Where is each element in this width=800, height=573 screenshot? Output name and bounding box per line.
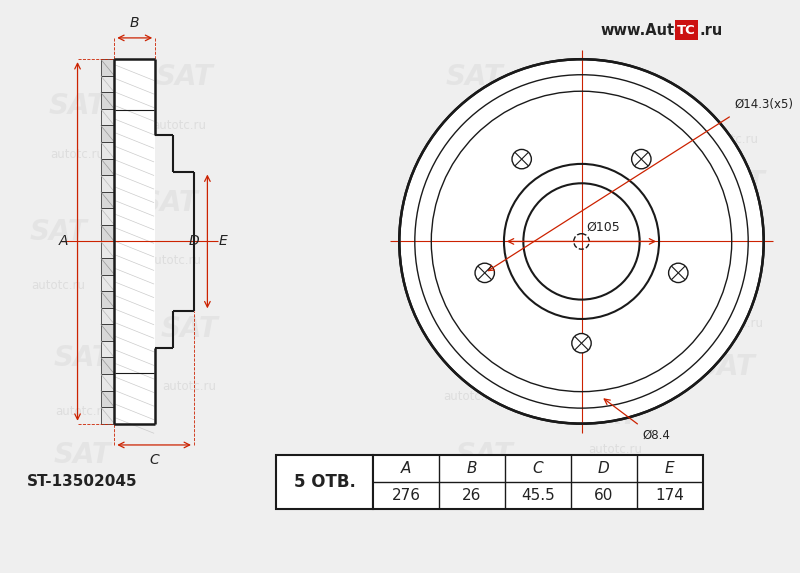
- Polygon shape: [101, 76, 114, 92]
- Text: autotc.ru: autotc.ru: [589, 444, 642, 456]
- Bar: [114, 59, 155, 423]
- Polygon shape: [101, 209, 114, 225]
- Polygon shape: [101, 374, 114, 391]
- Text: autotc.ru: autotc.ru: [147, 254, 202, 268]
- Text: autotc.ru: autotc.ru: [594, 162, 647, 175]
- Polygon shape: [101, 241, 114, 258]
- Text: SAT: SAT: [446, 62, 504, 91]
- Circle shape: [475, 263, 494, 282]
- Text: Ø8.4: Ø8.4: [642, 429, 670, 441]
- Text: E: E: [665, 461, 674, 476]
- Text: SAT: SAT: [698, 354, 756, 382]
- Text: autotc.ru: autotc.ru: [710, 317, 763, 330]
- Text: autotc.ru: autotc.ru: [622, 303, 676, 316]
- Polygon shape: [101, 192, 114, 209]
- Text: B: B: [466, 461, 478, 476]
- Text: autotc.ru: autotc.ru: [448, 128, 502, 142]
- Text: SAT: SAT: [54, 344, 111, 372]
- Polygon shape: [101, 225, 114, 241]
- Text: 26: 26: [462, 488, 482, 503]
- Polygon shape: [101, 175, 114, 192]
- Text: autotc.ru: autotc.ru: [705, 133, 758, 146]
- Polygon shape: [101, 358, 114, 374]
- Polygon shape: [101, 258, 114, 274]
- Text: C: C: [533, 461, 543, 476]
- Text: www.Auto: www.Auto: [601, 23, 685, 38]
- Polygon shape: [101, 59, 114, 76]
- Text: autotc.ru: autotc.ru: [31, 278, 85, 292]
- Polygon shape: [101, 341, 114, 358]
- Text: autotc.ru: autotc.ru: [152, 119, 206, 132]
- Text: autotc.ru: autotc.ru: [55, 405, 110, 418]
- Text: D: D: [598, 461, 610, 476]
- Polygon shape: [101, 125, 114, 142]
- Text: SAT: SAT: [456, 441, 514, 469]
- Circle shape: [669, 263, 688, 282]
- Text: SAT: SAT: [141, 189, 198, 217]
- Text: SAT: SAT: [54, 441, 111, 469]
- Text: SAT: SAT: [49, 92, 106, 120]
- Text: SAT: SAT: [30, 218, 87, 246]
- Text: ST-13502045: ST-13502045: [27, 474, 138, 489]
- Bar: [373, 454, 702, 509]
- Text: SAT: SAT: [621, 247, 678, 275]
- Polygon shape: [101, 92, 114, 109]
- Circle shape: [512, 150, 531, 169]
- Polygon shape: [101, 324, 114, 341]
- Text: 276: 276: [391, 488, 421, 503]
- Circle shape: [632, 150, 651, 169]
- Text: C: C: [150, 453, 159, 467]
- Text: Ø105: Ø105: [586, 221, 620, 234]
- Polygon shape: [101, 142, 114, 159]
- Text: 5 ОТВ.: 5 ОТВ.: [294, 473, 356, 491]
- Text: B: B: [130, 16, 139, 30]
- Text: autotc.ru: autotc.ru: [443, 390, 497, 403]
- Polygon shape: [101, 407, 114, 423]
- Text: 60: 60: [594, 488, 614, 503]
- Polygon shape: [101, 159, 114, 175]
- Text: 45.5: 45.5: [521, 488, 554, 503]
- Polygon shape: [101, 391, 114, 407]
- Text: TC: TC: [677, 23, 695, 37]
- Text: .ru: .ru: [700, 23, 723, 38]
- Polygon shape: [101, 274, 114, 291]
- Text: SAT: SAT: [426, 315, 484, 343]
- Polygon shape: [101, 291, 114, 308]
- Text: autotc.ru: autotc.ru: [50, 148, 105, 160]
- Text: D: D: [189, 234, 200, 249]
- Text: A: A: [401, 461, 411, 476]
- Polygon shape: [101, 308, 114, 324]
- Text: 174: 174: [655, 488, 684, 503]
- Polygon shape: [101, 109, 114, 125]
- Circle shape: [572, 333, 591, 353]
- Text: autotc.ru: autotc.ru: [162, 380, 216, 393]
- Text: SAT: SAT: [708, 169, 766, 197]
- Text: SAT: SAT: [591, 101, 649, 129]
- Text: A: A: [59, 234, 69, 249]
- Bar: [674, 21, 698, 40]
- Text: SAT: SAT: [160, 315, 218, 343]
- Text: E: E: [219, 234, 228, 249]
- Text: SAT: SAT: [582, 402, 639, 430]
- Text: autotc.ru: autotc.ru: [472, 259, 526, 272]
- Text: SAT: SAT: [466, 189, 523, 217]
- Text: SAT: SAT: [155, 62, 213, 91]
- Circle shape: [399, 59, 764, 423]
- Bar: [276, 454, 373, 509]
- Text: Ø14.3(x5): Ø14.3(x5): [734, 97, 794, 111]
